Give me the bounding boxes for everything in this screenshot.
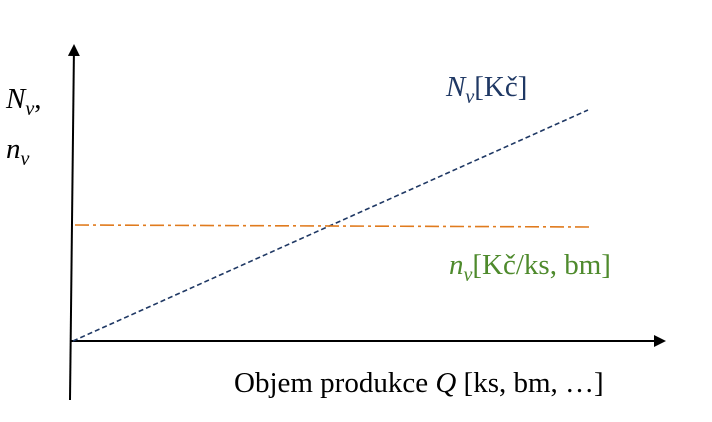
y-axis-label-bottom-main: n	[6, 133, 21, 165]
y-axis-label-top-comma: ,	[34, 83, 41, 115]
y-axis-label-top-main: N	[5, 83, 27, 115]
y-axis-label-top: Nv,	[5, 83, 41, 120]
y-axis-label-bottom-sub: v	[21, 148, 30, 170]
x-axis-label: Objem produkce Q [ks, bm, …]	[234, 367, 604, 399]
unit-cost-label-main: n	[449, 249, 464, 281]
total-cost-label: Nv[Kč]	[445, 71, 527, 108]
total-cost-label-unit: [Kč]	[474, 71, 527, 103]
total-cost-label-main: N	[445, 71, 467, 103]
x-axis-label-suffix: [ks, bm, …]	[456, 367, 603, 399]
x-axis-label-variable: Q	[435, 367, 456, 399]
unit-cost-label-sub: v	[464, 264, 473, 286]
y-axis-label-top-sub: v	[25, 98, 34, 120]
unit-cost-label-unit: [Kč/ks, bm]	[472, 249, 611, 281]
x-axis-label-prefix: Objem produkce	[234, 367, 435, 399]
total-cost-label-sub: v	[465, 86, 474, 108]
y-axis-label-bottom: nv	[6, 133, 30, 170]
unit-cost-line	[74, 224, 593, 228]
unit-cost-label: nv[Kč/ks, bm]	[449, 249, 611, 286]
y-axis	[67, 44, 80, 401]
